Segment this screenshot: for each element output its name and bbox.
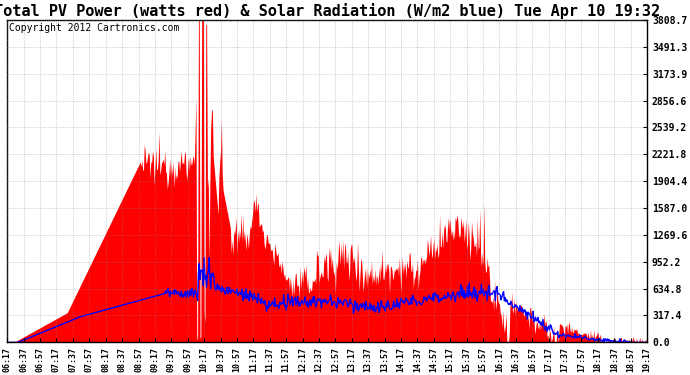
- Text: Copyright 2012 Cartronics.com: Copyright 2012 Cartronics.com: [8, 23, 179, 33]
- Title: Total PV Power (watts red) & Solar Radiation (W/m2 blue) Tue Apr 10 19:32: Total PV Power (watts red) & Solar Radia…: [0, 3, 660, 19]
